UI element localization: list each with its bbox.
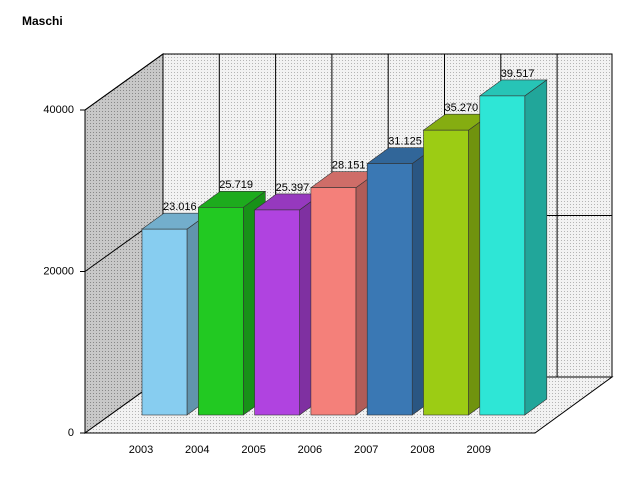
x-tick-label: 2006 — [298, 444, 322, 456]
bar-side — [524, 79, 548, 416]
bar — [141, 228, 188, 416]
x-tick-label: 2008 — [410, 444, 434, 456]
y-tick-label: 40000 — [43, 104, 74, 116]
bar — [423, 129, 469, 416]
y-tick-label: 20000 — [43, 265, 74, 277]
value-label: 35.270 — [445, 102, 479, 114]
x-tick-label: 2004 — [185, 444, 209, 456]
value-label: 23.016 — [163, 201, 197, 213]
bar — [254, 209, 300, 416]
chart-title: Maschi — [22, 14, 63, 28]
y-tick-label: 0 — [68, 427, 74, 439]
x-tick-label: 2005 — [241, 444, 265, 456]
x-tick-label: 2009 — [467, 444, 491, 456]
value-label: 25.719 — [219, 179, 253, 191]
grid-line — [84, 53, 164, 111]
value-label: 28.151 — [332, 160, 366, 172]
value-label: 39.517 — [501, 68, 535, 80]
x-tick-label: 2003 — [129, 444, 153, 456]
bar — [479, 95, 526, 416]
x-tick-label: 2007 — [354, 444, 378, 456]
bar — [310, 187, 357, 416]
bar — [198, 207, 244, 416]
value-label: 31.125 — [388, 136, 422, 148]
value-label: 25.397 — [276, 182, 310, 194]
bar — [366, 163, 413, 416]
